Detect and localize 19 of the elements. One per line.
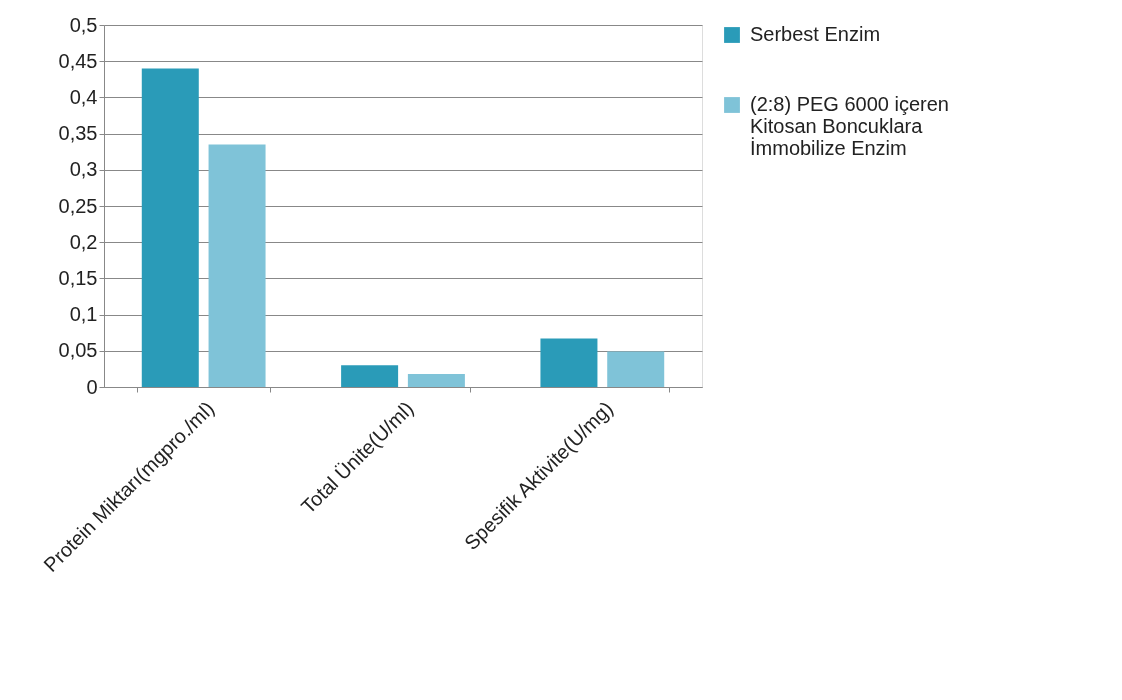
y-tick-label: 0,35 (58, 122, 98, 145)
y-tick-label: 0,5 (69, 13, 98, 36)
bar (341, 365, 399, 387)
y-tick-label: 0,4 (69, 85, 98, 108)
legend-label: (2:8) PEG 6000 içeren Kitosan Boncuklara İmmobilize Enzim (750, 93, 949, 159)
y-tick-label: 0,3 (69, 158, 98, 181)
legend-label: Serbest Enzim (750, 23, 881, 45)
y-tick-label: 0,2 (69, 230, 98, 253)
y-tick-label: 0,05 (58, 339, 98, 362)
y-tick-label: 0 (86, 375, 98, 398)
bar (208, 144, 266, 387)
y-tick-label: 0,25 (58, 194, 98, 217)
bar (141, 68, 199, 387)
bar (407, 373, 465, 387)
y-tick-label: 0,45 (58, 49, 98, 72)
bar (607, 351, 665, 387)
y-tick-label: 0,15 (58, 266, 98, 289)
bar (540, 338, 598, 387)
y-tick-label: 0,1 (69, 303, 98, 326)
